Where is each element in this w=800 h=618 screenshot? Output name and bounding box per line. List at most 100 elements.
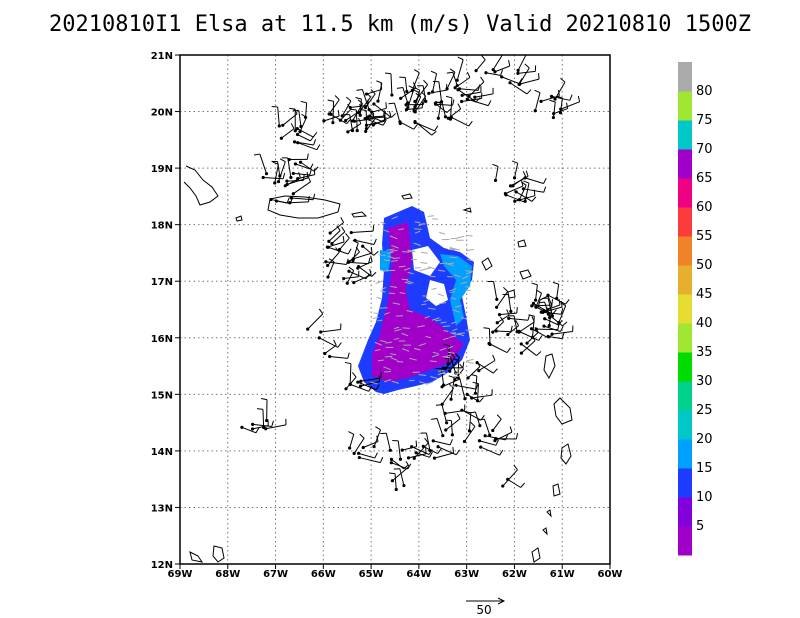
core-vector	[429, 275, 436, 278]
wind-barb	[271, 105, 281, 128]
wind-barb	[487, 341, 511, 354]
core-vector	[387, 255, 395, 259]
wind-barb	[357, 451, 378, 459]
wind-barb	[376, 80, 383, 103]
scale-vector: 50	[466, 597, 506, 617]
wind-barb	[470, 389, 493, 400]
core-vector	[408, 379, 415, 382]
wind-barb	[559, 95, 581, 111]
wind-barb	[392, 440, 403, 461]
wind-barb	[350, 108, 359, 133]
wind-barb	[326, 258, 335, 279]
core-vector	[465, 270, 474, 273]
wind-barb	[477, 439, 499, 446]
core-vector	[414, 347, 421, 351]
wind-barb	[487, 281, 499, 301]
wind-barb	[493, 60, 511, 74]
core-vector	[443, 354, 451, 358]
wind-barb	[285, 174, 305, 183]
wind-barb	[356, 88, 371, 112]
wind-barb	[433, 101, 452, 113]
core-vector	[420, 262, 428, 264]
wind-barb	[296, 168, 316, 181]
wind-barb	[517, 63, 530, 87]
coastline-aruba	[189, 551, 204, 563]
wind-barb	[356, 380, 380, 391]
colorbar-label: 45	[696, 287, 713, 302]
colorbar-segment	[678, 410, 692, 440]
wind-barb	[483, 434, 509, 441]
wind-barb	[511, 171, 527, 188]
wind-barb	[251, 420, 274, 428]
core-vector	[391, 216, 398, 220]
wind-barb	[393, 468, 406, 488]
core-vector	[449, 288, 457, 292]
wind-barb	[250, 419, 269, 431]
wind-barb	[448, 375, 455, 401]
x-tick-label: 61W	[550, 569, 575, 580]
wind-barb	[324, 258, 349, 265]
core-vector	[374, 348, 381, 352]
core-vector	[462, 275, 469, 280]
wind-barb	[470, 374, 478, 395]
wind-barb	[361, 435, 379, 450]
core-vector	[383, 259, 391, 262]
wind-barb	[357, 455, 384, 464]
y-tick-label: 19N	[151, 164, 173, 175]
core-vector	[404, 281, 412, 285]
wind-barb	[292, 139, 317, 146]
core-vector	[425, 335, 432, 339]
core-vector	[414, 221, 421, 224]
core-vector	[437, 369, 444, 372]
wind-barb	[533, 89, 541, 113]
core-vector	[391, 244, 399, 249]
core-vector	[416, 325, 425, 328]
core-vector	[431, 354, 440, 358]
core-vector	[440, 321, 447, 324]
wind-barb	[516, 55, 527, 72]
core-vector	[445, 263, 454, 266]
wind-barb	[436, 445, 460, 456]
wind-barb	[417, 85, 428, 103]
colorbar-segment	[678, 178, 692, 208]
wind-barb	[420, 432, 432, 453]
core-vector	[370, 381, 378, 385]
core-vector	[401, 332, 409, 337]
core-vector	[409, 357, 417, 361]
core-vector	[418, 342, 427, 347]
wind-barb	[347, 246, 360, 264]
wind-barb	[529, 327, 553, 339]
wind-barb	[492, 163, 499, 182]
colorbar-label: 15	[696, 461, 713, 476]
colorbar-segment	[678, 91, 692, 121]
core-vector	[385, 341, 393, 344]
wind-barb	[404, 98, 425, 107]
wind-barb	[281, 108, 298, 127]
colorbar-label: 35	[696, 345, 713, 360]
coastline-anguilla	[462, 207, 472, 213]
core-vector	[402, 327, 410, 329]
echo-cyan-ring	[440, 254, 472, 326]
wind-barb	[325, 235, 345, 249]
wind-barb	[503, 180, 524, 196]
wind-barb	[479, 445, 504, 456]
core-vector	[414, 230, 421, 234]
colorbar-segment	[678, 439, 692, 469]
core-vector	[443, 337, 449, 341]
core-vector	[401, 251, 409, 253]
x-tick-label: 69W	[168, 569, 193, 580]
wind-barb	[494, 325, 513, 333]
core-vector	[439, 302, 447, 305]
colorbar-label: 10	[696, 490, 713, 505]
wind-barb	[352, 433, 365, 455]
core-vector	[443, 330, 449, 333]
wind-barb	[368, 114, 387, 123]
core-vector	[452, 309, 460, 313]
core-vector	[377, 319, 383, 322]
wind-barb	[295, 132, 315, 142]
wind-barb	[456, 88, 481, 103]
wind-barb	[327, 95, 340, 116]
core-vector	[374, 341, 383, 346]
colorbar-label: 75	[696, 113, 713, 128]
